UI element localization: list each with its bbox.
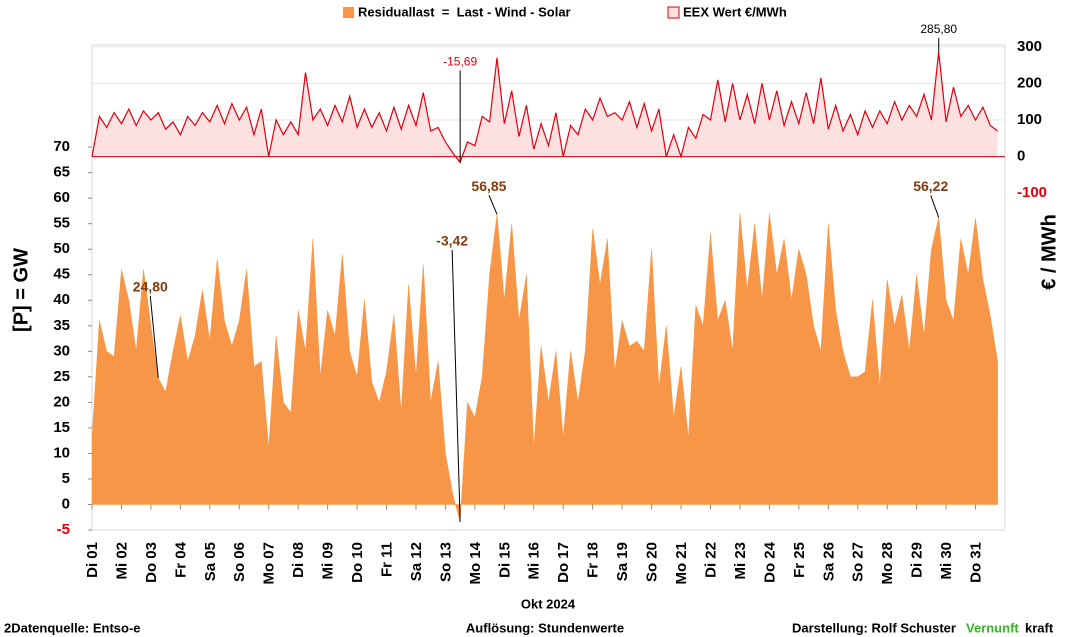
y-tick-label: 35 (53, 317, 70, 334)
x-tick-label: Sa 26 (820, 542, 837, 581)
x-tick-label: So 20 (644, 542, 661, 582)
x-tick-label: Fr 18 (585, 542, 602, 578)
y-tick-label: 5 (62, 470, 70, 487)
y2-tick-label: -100 (1017, 184, 1047, 201)
x-tick-label: Mo 28 (879, 542, 896, 585)
x-axis-title: Okt 2024 (521, 596, 576, 611)
legend-label: EEX Wert €/MWh (683, 4, 787, 19)
y2-tick-label: 0 (1017, 148, 1025, 165)
y-tick-label: 20 (53, 393, 70, 410)
x-tick-label: Mo 21 (673, 542, 690, 585)
y-tick-label: -5 (57, 521, 70, 538)
y-tick-label: 15 (53, 419, 70, 436)
x-tick-label: Mo 07 (261, 542, 278, 585)
y2-tick-label: 200 (1017, 74, 1042, 91)
x-tick-label: Fr 04 (172, 541, 189, 578)
y2-tick-label: 100 (1017, 111, 1042, 128)
x-tick-label: So 06 (231, 542, 248, 582)
x-tick-label: Sa 19 (614, 542, 631, 581)
footer-source: 2Datenquelle: Entso-e (4, 620, 141, 635)
residual-area (91, 213, 998, 522)
price-area (92, 52, 998, 163)
y-tick-label: 10 (53, 444, 70, 461)
label-leader (930, 195, 940, 218)
y-tick-label: 60 (53, 189, 70, 206)
brand-rest: kraft (1025, 620, 1054, 635)
y-tick-label: 30 (53, 342, 70, 359)
x-tick-label: Mi 02 (113, 542, 130, 580)
y-tick-label: 25 (53, 368, 70, 385)
x-tick-label: Di 15 (496, 542, 513, 578)
y-tick-label: 55 (53, 215, 70, 232)
x-tick-label: Sa 12 (408, 542, 425, 581)
x-tick-label: Mi 16 (526, 542, 543, 580)
x-tick-label: Mi 23 (732, 542, 749, 580)
label-leader (149, 295, 159, 378)
x-tick-label: Do 24 (761, 541, 778, 583)
x-tick-label: Di 29 (909, 542, 926, 578)
x-tick-label: Do 17 (555, 542, 572, 583)
y-tick-label: 0 (62, 495, 70, 512)
y-tick-label: 40 (53, 291, 70, 308)
y-tick-label: 65 (53, 164, 70, 181)
x-tick-label: Do 10 (349, 542, 366, 583)
label-leader (451, 249, 461, 522)
x-tick-label: So 27 (850, 542, 867, 582)
x-tick-label: So 13 (437, 542, 454, 582)
data-label: 24,80 (133, 279, 168, 295)
data-label: 56,22 (913, 178, 948, 194)
data-label: 56,85 (471, 178, 506, 194)
y-tick-label: 45 (53, 266, 70, 283)
legend-label: Residuallast = Last - Wind - Solar (358, 4, 571, 19)
label-leader (488, 195, 498, 215)
legend-swatch (667, 6, 680, 19)
data-label: -3,42 (436, 233, 468, 249)
y-tick-label: 70 (53, 138, 70, 155)
x-tick-label: Sa 05 (202, 542, 219, 581)
y2-tick-label: 300 (1017, 38, 1042, 55)
footer-resolution: Auflösung: Stundenwerte (466, 620, 624, 635)
footer-author: Darstellung: Rolf Schuster (792, 620, 956, 635)
x-tick-label: Do 03 (143, 542, 160, 583)
x-tick-label: Fr 11 (378, 542, 395, 577)
x-tick-label: Di 01 (84, 542, 101, 578)
x-tick-label: Mi 09 (320, 542, 337, 580)
x-tick-label: Di 22 (702, 542, 719, 578)
x-tick-label: Mi 30 (938, 542, 955, 580)
y-tick-label: 50 (53, 240, 70, 257)
x-tick-label: Do 31 (968, 542, 985, 583)
y-axis-title: [P] = GW (10, 248, 32, 332)
data-label: -15,69 (443, 55, 477, 69)
x-tick-label: Di 08 (290, 542, 307, 578)
data-label: 285,80 (920, 22, 957, 36)
legend-swatch (343, 7, 354, 18)
plot-frame (91, 44, 1006, 531)
x-tick-label: Mo 14 (467, 541, 484, 584)
x-tick-label: Fr 25 (791, 542, 808, 578)
price-line (91, 51, 998, 164)
y2-axis-title: € / MWh (1038, 214, 1060, 290)
brand-green: Vernunft (966, 620, 1019, 635)
